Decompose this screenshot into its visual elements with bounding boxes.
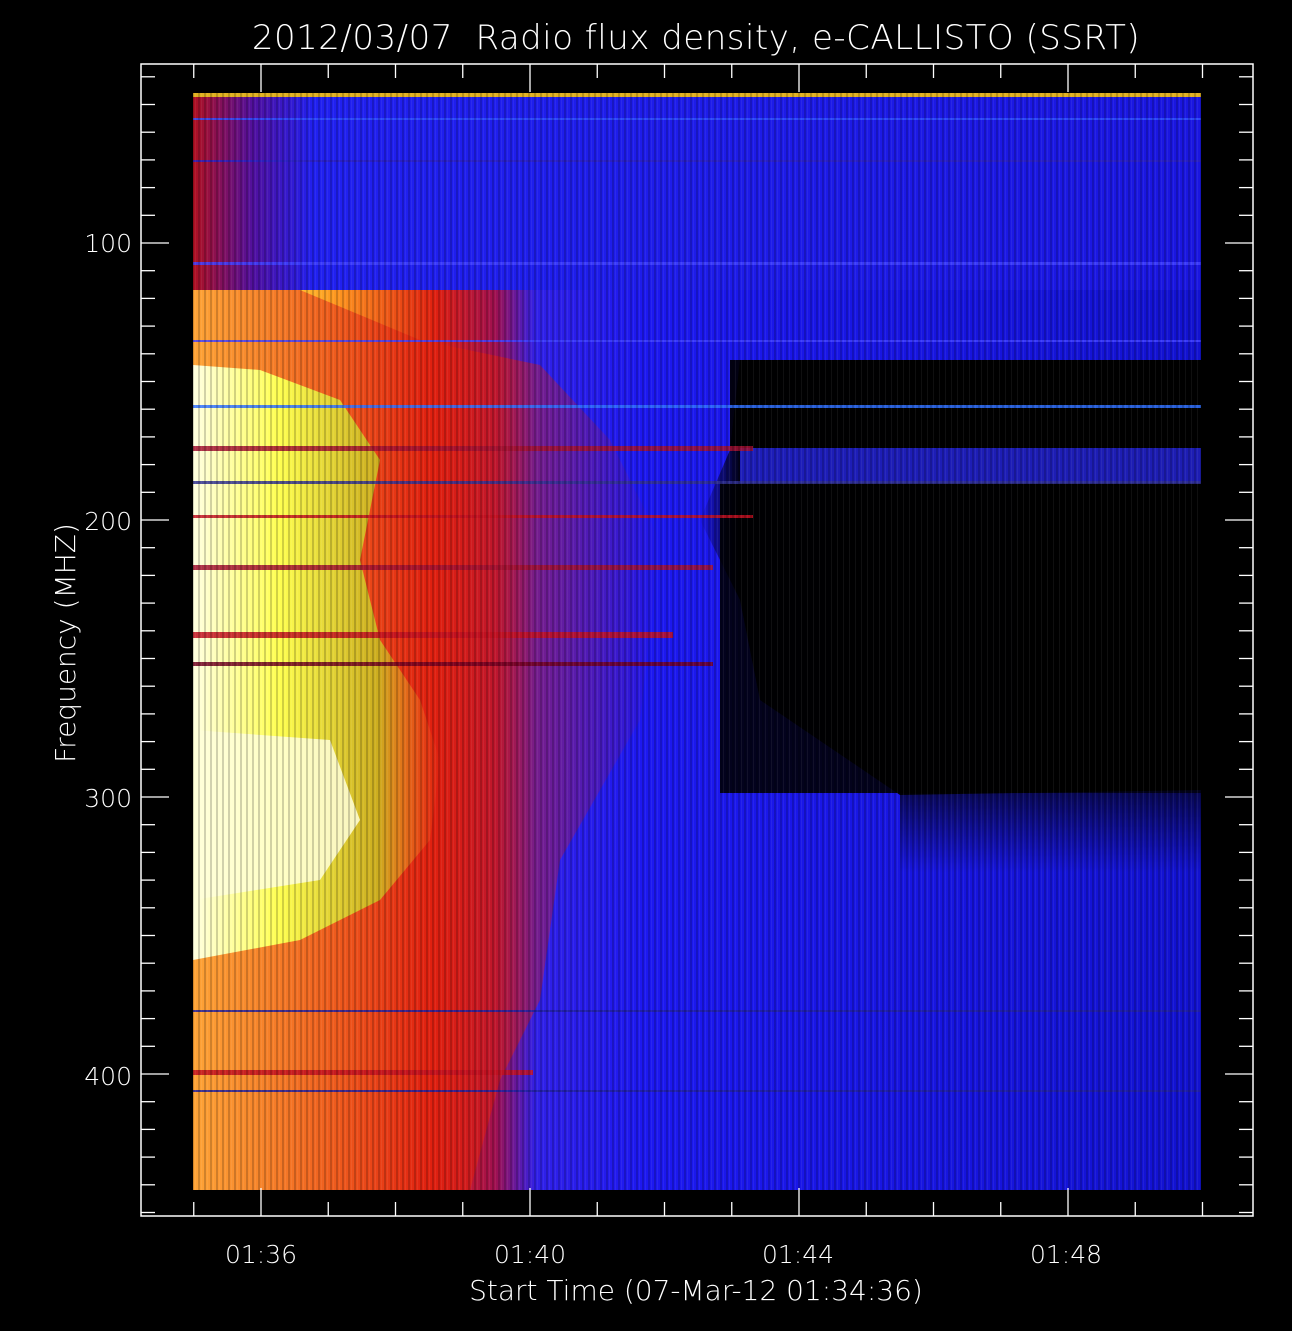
y-tick-label: 300 [84, 784, 132, 813]
x-tick-label: 01:40 [494, 1240, 566, 1269]
y-tick-labels: 100 200 300 400 [84, 229, 132, 1091]
x-axis-label: Start Time (07-Mar-12 01:34:36) [469, 1274, 923, 1307]
y-tick-label: 100 [84, 229, 132, 258]
y-tick-label: 200 [84, 507, 132, 536]
y-tick-label: 400 [84, 1062, 132, 1091]
y-axis-label: Frequency (MHZ) [49, 523, 82, 763]
spectrogram-image [193, 93, 1201, 1190]
plot-frame [140, 63, 1254, 1217]
x-tick-label: 01:36 [225, 1240, 297, 1269]
x-tick-label: 01:44 [762, 1240, 834, 1269]
chart-title: 2012/03/07 Radio flux density, e-CALLIST… [252, 18, 1140, 58]
x-tick-labels: 01:36 01:40 01:44 01:48 [225, 1240, 1102, 1269]
axis-ticks [141, 64, 1253, 1216]
x-tick-label: 01:48 [1030, 1240, 1102, 1269]
